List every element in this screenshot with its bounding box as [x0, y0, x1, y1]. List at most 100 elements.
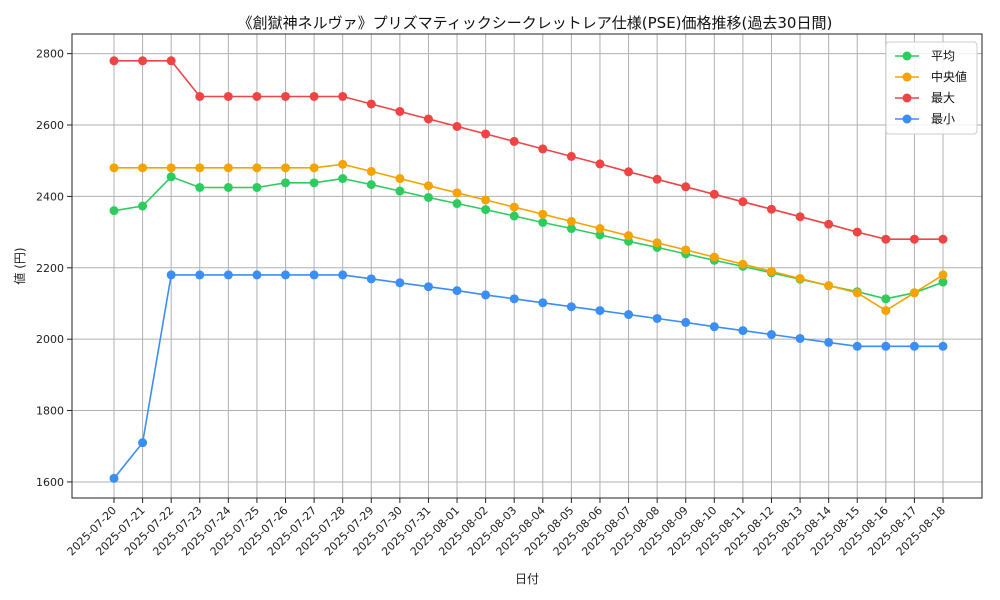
y-axis-ticks: 1600 1800 2000 2200 2400 2600 2800 — [36, 48, 72, 489]
series-line — [113, 175, 944, 300]
data-point — [509, 294, 519, 304]
data-point — [366, 180, 376, 190]
data-point — [395, 106, 405, 116]
data-point — [481, 129, 491, 139]
y-tick-label: 2600 — [36, 119, 64, 132]
data-point — [481, 205, 491, 215]
data-point — [852, 227, 862, 237]
data-point — [595, 159, 605, 169]
series-line — [113, 274, 943, 479]
data-point — [709, 189, 719, 199]
series-3 — [109, 270, 948, 483]
data-point — [681, 317, 691, 327]
data-point — [309, 91, 319, 101]
series-2 — [109, 56, 948, 244]
data-point — [566, 216, 576, 226]
data-point — [824, 337, 834, 347]
data-point — [252, 182, 262, 192]
y-axis-label: 値 (円) — [12, 247, 27, 284]
data-point — [652, 313, 662, 323]
data-point — [109, 473, 119, 483]
data-point — [223, 163, 233, 173]
data-point — [566, 151, 576, 161]
data-point — [109, 56, 119, 66]
y-tick-label: 1600 — [36, 476, 64, 489]
legend-marker — [902, 93, 912, 103]
legend-label: 平均 — [931, 49, 955, 63]
data-point — [481, 290, 491, 300]
y-tick-label: 2400 — [36, 190, 64, 203]
data-point — [338, 91, 348, 101]
data-point — [309, 270, 319, 280]
data-point — [423, 192, 433, 202]
data-point — [281, 178, 291, 188]
data-point — [652, 174, 662, 184]
data-point — [852, 341, 862, 351]
data-point — [509, 211, 519, 221]
data-point — [538, 217, 548, 227]
series-1 — [109, 159, 948, 316]
series-layer — [109, 56, 948, 483]
data-point — [766, 330, 776, 340]
legend-label: 最小 — [931, 112, 955, 126]
data-point — [395, 278, 405, 288]
data-point — [938, 277, 948, 287]
data-point — [795, 333, 805, 343]
data-point — [624, 231, 634, 241]
data-point — [881, 306, 891, 316]
data-point — [223, 182, 233, 192]
chart-title: 《創獄神ネルヴァ》プリズマティックシークレットレア仕様(PSE)価格推移(過去3… — [238, 14, 833, 32]
data-point — [795, 212, 805, 222]
data-point — [709, 252, 719, 262]
legend-label: 最大 — [931, 91, 955, 105]
data-point — [138, 438, 148, 448]
data-point — [881, 294, 891, 304]
data-point — [252, 270, 262, 280]
data-point — [395, 174, 405, 184]
data-point — [795, 273, 805, 283]
data-point — [909, 341, 919, 351]
legend-marker — [902, 114, 912, 124]
data-point — [595, 224, 605, 234]
y-tick-label: 2200 — [36, 262, 64, 275]
data-point — [938, 341, 948, 351]
data-point — [166, 163, 176, 173]
data-point — [452, 199, 462, 209]
x-axis-label: 日付 — [515, 572, 539, 586]
data-point — [423, 181, 433, 191]
data-point — [309, 178, 319, 188]
data-point — [395, 186, 405, 196]
data-point — [538, 298, 548, 308]
data-point — [138, 56, 148, 66]
data-point — [595, 230, 605, 240]
grid — [72, 34, 982, 498]
data-point — [223, 270, 233, 280]
data-point — [766, 204, 776, 214]
data-point — [423, 114, 433, 124]
data-point — [852, 288, 862, 298]
plot-frame — [71, 33, 983, 499]
data-point — [681, 245, 691, 255]
data-point — [109, 163, 119, 173]
data-point — [195, 163, 205, 173]
data-point — [509, 136, 519, 146]
legend-label: 中央値 — [931, 69, 967, 84]
data-point — [509, 202, 519, 212]
data-point — [338, 159, 348, 169]
y-tick-label: 2000 — [36, 333, 64, 346]
data-point — [338, 270, 348, 280]
data-point — [738, 259, 748, 269]
data-point — [624, 310, 634, 320]
x-axis-ticks: 2025-07-202025-07-212025-07-222025-07-23… — [65, 498, 948, 558]
data-point — [909, 234, 919, 244]
data-point — [566, 302, 576, 312]
data-point — [109, 206, 119, 216]
data-point — [338, 174, 348, 184]
legend-marker — [902, 72, 912, 82]
data-point — [138, 163, 148, 173]
data-point — [166, 270, 176, 280]
data-point — [252, 163, 262, 173]
data-point — [195, 270, 205, 280]
data-point — [281, 91, 291, 101]
data-point — [195, 182, 205, 192]
